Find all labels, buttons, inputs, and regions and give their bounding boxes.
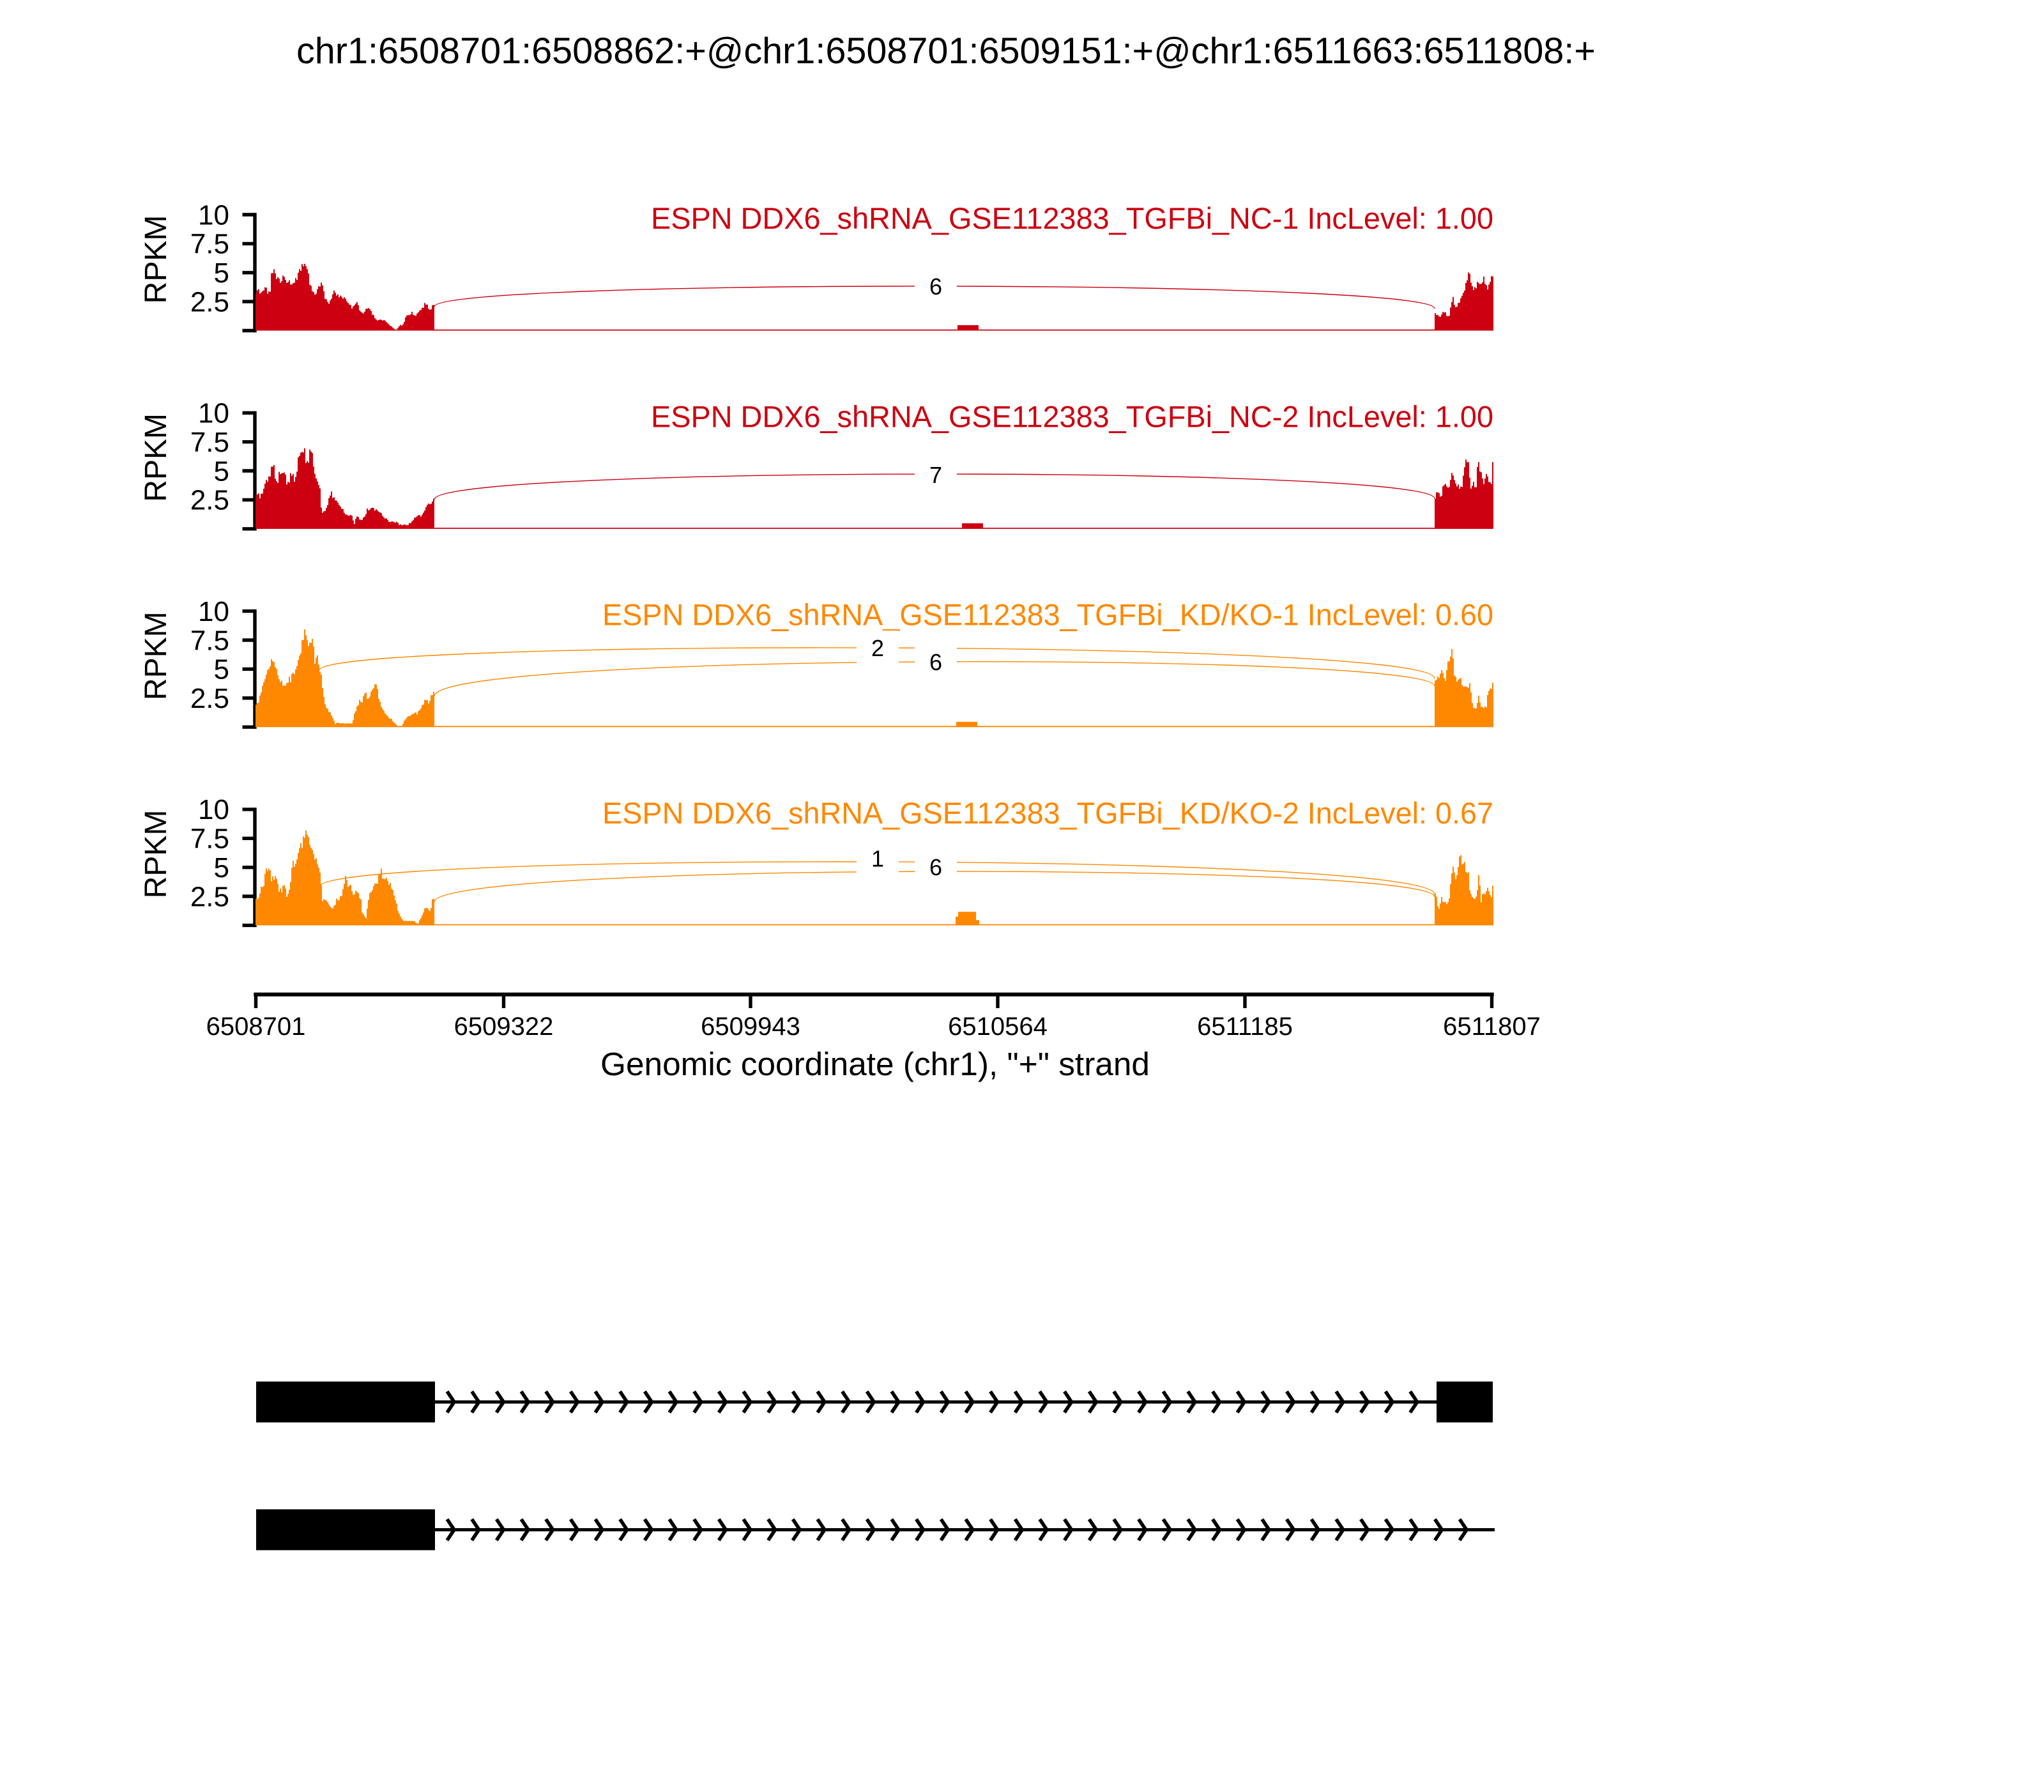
svg-text:10: 10 [198, 596, 229, 627]
svg-text:1: 1 [871, 846, 884, 872]
svg-text:7.5: 7.5 [190, 229, 229, 260]
svg-text:2: 2 [871, 635, 884, 661]
svg-text:RPKM: RPKM [139, 810, 173, 899]
svg-text:2.5: 2.5 [190, 286, 229, 318]
svg-text:5: 5 [214, 257, 229, 289]
svg-text:2.5: 2.5 [190, 485, 229, 516]
svg-text:10: 10 [198, 398, 229, 429]
svg-text:7.5: 7.5 [190, 823, 229, 855]
svg-text:2.5: 2.5 [190, 683, 229, 714]
svg-text:5: 5 [214, 456, 229, 487]
svg-text:RPKM: RPKM [139, 413, 173, 502]
svg-text:6: 6 [929, 273, 942, 300]
svg-text:5: 5 [214, 654, 229, 685]
svg-text:ESPN DDX6_shRNA_GSE112383_TGFB: ESPN DDX6_shRNA_GSE112383_TGFBi_KD/KO-2 … [602, 796, 1493, 830]
svg-text:chr1:6508701:6508862:+@chr1:65: chr1:6508701:6508862:+@chr1:6508701:6509… [296, 31, 1596, 72]
svg-text:7: 7 [929, 462, 942, 488]
svg-text:6511807: 6511807 [1443, 1013, 1541, 1041]
svg-text:5: 5 [214, 852, 229, 884]
svg-text:7.5: 7.5 [190, 427, 229, 458]
svg-text:7.5: 7.5 [190, 625, 229, 656]
svg-text:6509322: 6509322 [454, 1013, 554, 1041]
svg-text:6510564: 6510564 [948, 1013, 1048, 1041]
svg-text:6509943: 6509943 [701, 1013, 800, 1041]
svg-text:Genomic coordinate (chr1), "+": Genomic coordinate (chr1), "+" strand [600, 1046, 1150, 1082]
svg-text:RPKM: RPKM [139, 215, 173, 304]
svg-text:6511185: 6511185 [1197, 1013, 1293, 1041]
svg-text:10: 10 [198, 199, 229, 231]
svg-text:RPKM: RPKM [139, 611, 173, 700]
svg-text:10: 10 [198, 794, 229, 825]
svg-text:6508701: 6508701 [206, 1013, 306, 1041]
svg-text:ESPN DDX6_shRNA_GSE112383_TGFB: ESPN DDX6_shRNA_GSE112383_TGFBi_NC-2 Inc… [651, 399, 1493, 433]
svg-text:ESPN DDX6_shRNA_GSE112383_TGFB: ESPN DDX6_shRNA_GSE112383_TGFBi_KD/KO-1 … [602, 598, 1493, 632]
svg-text:2.5: 2.5 [190, 881, 229, 912]
svg-text:6: 6 [929, 854, 942, 880]
svg-text:ESPN DDX6_shRNA_GSE112383_TGFB: ESPN DDX6_shRNA_GSE112383_TGFBi_NC-1 Inc… [651, 201, 1493, 235]
svg-text:6: 6 [929, 649, 942, 675]
